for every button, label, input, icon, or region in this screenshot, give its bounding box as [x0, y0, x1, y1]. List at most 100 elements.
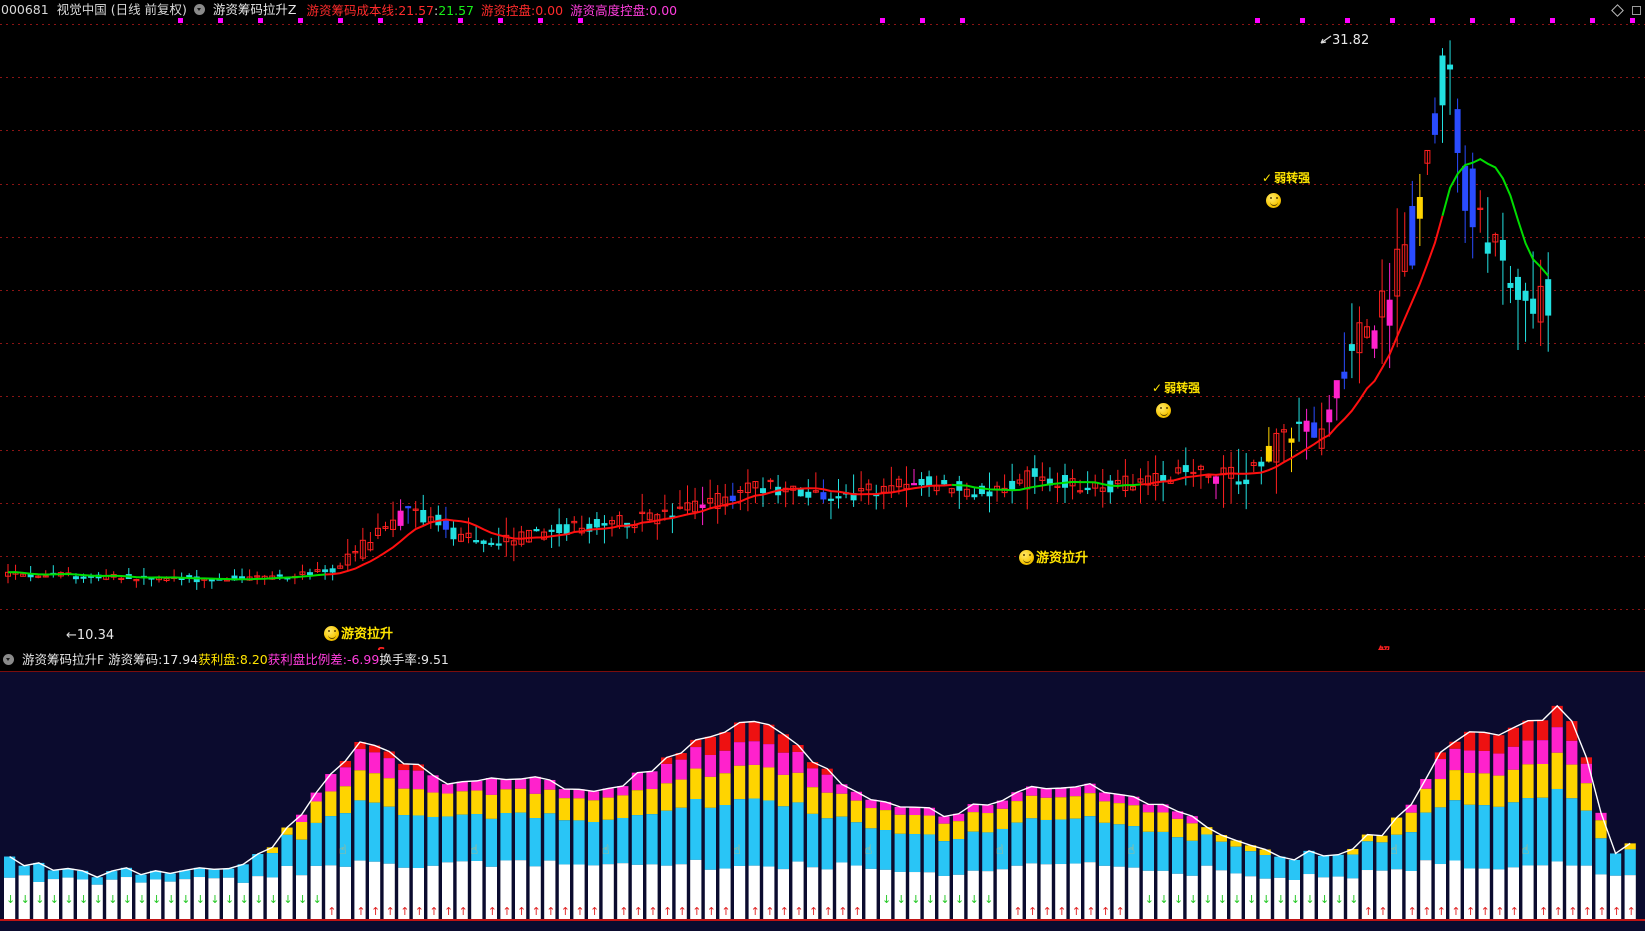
- hand-icon: ☝: [733, 843, 741, 858]
- chip-bar-segment: [588, 865, 600, 919]
- up-arrow-icon: ↑: [371, 905, 381, 918]
- chip-bar-segment: [1172, 873, 1184, 919]
- grid-line: [0, 556, 1645, 557]
- header-field-2-value: 0.00: [649, 2, 678, 18]
- chip-bar-segment: [339, 813, 351, 867]
- indicator-name-z[interactable]: 游资筹码拉升Z: [212, 2, 297, 17]
- annotation-pullup-1[interactable]: 游资拉升: [324, 623, 393, 642]
- candlestick-layer: [5, 40, 1552, 590]
- chip-bar-segment: [1128, 867, 1140, 919]
- up-arrow-icon: ↑: [1451, 905, 1461, 918]
- restore-icon[interactable]: [1611, 4, 1624, 17]
- chip-bar-segment: [529, 793, 541, 819]
- up-arrow-icon: ↑: [1363, 905, 1374, 918]
- grid-line: [0, 237, 1645, 238]
- price-chart-panel[interactable]: 31.82 ←10.34 游资拉升 游资拉升 ✓弱转强 ✓弱转强 S 解: [0, 17, 1645, 660]
- chip-bar-segment: [1522, 740, 1534, 765]
- chip-bar-segment: [1610, 875, 1622, 919]
- sub-field-0-label: 游资筹码:: [108, 651, 163, 667]
- window-controls[interactable]: [1607, 2, 1641, 19]
- chip-bar-segment: [1157, 804, 1169, 813]
- chip-bar-segment: [865, 799, 877, 809]
- candle-body: [359, 539, 366, 559]
- chip-bar-segment: [675, 807, 687, 865]
- chip-bar-segment: [412, 815, 424, 869]
- sub-field-1-label: 获利盘:: [198, 651, 240, 667]
- chip-bar-segment: [1580, 865, 1592, 919]
- check-icon: ✓: [1152, 381, 1163, 395]
- candle-body: [1348, 344, 1355, 351]
- chevron-down-icon-2[interactable]: [3, 654, 14, 665]
- chip-distribution-panel[interactable]: ↓ ↓ ↓ ↓ ↓ ↓ ↓ ↓ ↓ ↓ ↓ ↓ ↓ ↓ ↓ ↓ ↓ ↓ ↓ ↓ ↓ ↓ ↑ ☝ ↑ ↑ ↑ ↑ ↑ ↑ ↑ ↑ ☝ ↑ ↑ ↑ ↑ ↑ ↑ ↑…: [0, 672, 1645, 931]
- hand-icon: ☝: [1390, 843, 1398, 858]
- candle-body: [1401, 244, 1408, 272]
- chip-bar-segment: [631, 790, 643, 816]
- chip-bar-segment: [1011, 792, 1023, 802]
- chip-bar-segment: [617, 795, 629, 818]
- chip-bar-segment: [923, 815, 935, 835]
- down-arrow-icon: ↓: [210, 893, 220, 906]
- grid-line: [0, 450, 1645, 451]
- chevron-down-icon[interactable]: [193, 4, 205, 15]
- candle-body: [1114, 479, 1121, 485]
- chip-bar-segment: [938, 875, 950, 919]
- candle-body: [699, 504, 706, 509]
- chip-bar-segment: [1580, 783, 1592, 811]
- chip-bar-segment: [982, 871, 994, 919]
- period-label[interactable]: (日线 前复权): [110, 2, 187, 17]
- chip-bar-segment: [412, 770, 424, 790]
- down-arrow-icon: ↓: [20, 893, 30, 906]
- up-arrow-icon: ↑: [765, 905, 775, 918]
- chip-bar-segment: [1230, 846, 1242, 874]
- candle-body: [609, 520, 615, 525]
- candle-body: [390, 519, 397, 530]
- up-arrow-icon: ↑: [823, 905, 833, 918]
- chip-bar-segment: [982, 832, 994, 872]
- chip-bar-segment: [1566, 865, 1578, 919]
- candle-body: [1039, 476, 1046, 481]
- chip-bar-segment: [369, 773, 381, 803]
- chip-bar-segment: [1055, 819, 1067, 865]
- chip-bar-segment: [1522, 764, 1534, 799]
- chip-bar-segment: [529, 818, 541, 867]
- up-arrow-icon: ↑: [706, 905, 717, 918]
- annotation-weak-strong-1[interactable]: ✓ 弱转强: [1152, 377, 1200, 396]
- candle-body: [337, 565, 344, 569]
- up-arrow-icon: ↑: [400, 905, 410, 918]
- down-arrow-icon: ↓: [152, 893, 162, 906]
- chip-bar-segment: [807, 867, 819, 919]
- stock-name[interactable]: 视觉中国: [56, 2, 107, 17]
- chip-bar-segment: [690, 859, 702, 919]
- chip-bar-segment: [456, 781, 468, 792]
- magenta-dot: [1630, 18, 1635, 23]
- chip-bar-segment: [266, 853, 278, 878]
- up-arrow-icon: ↑: [487, 905, 498, 918]
- down-arrow-icon: ↓: [1203, 893, 1213, 906]
- chip-bar-segment: [515, 779, 527, 789]
- maximize-icon[interactable]: [1632, 6, 1641, 15]
- chip-bar-segment: [1580, 810, 1592, 866]
- chip-bar-segment: [471, 780, 483, 791]
- up-arrow-icon: ↑: [1553, 905, 1563, 918]
- magenta-dot: [578, 18, 583, 23]
- candle-body: [1258, 461, 1265, 467]
- candle-body: [541, 531, 548, 540]
- chip-bar-segment: [967, 870, 979, 919]
- stock-code[interactable]: 000681: [1, 2, 49, 17]
- chip-bar-segment: [1522, 720, 1534, 741]
- chip-bar-segment: [325, 816, 337, 866]
- up-arrow-icon: ↑: [1495, 905, 1505, 918]
- up-arrow-icon: ↑: [1422, 905, 1432, 918]
- candle-body: [1507, 282, 1514, 288]
- annotation-weak-strong-2[interactable]: ✓ 弱转强: [1262, 167, 1310, 186]
- chip-bar-segment: [120, 867, 132, 878]
- chip-bar-segment: [120, 877, 132, 919]
- grid-line: [0, 24, 1645, 25]
- annotation-pullup-2[interactable]: 游资拉升: [1019, 547, 1088, 566]
- chip-bar-segment: [47, 870, 59, 880]
- indicator-name-f[interactable]: 游资筹码拉升F: [21, 651, 105, 667]
- down-arrow-icon: ↓: [969, 893, 979, 906]
- chip-bar-segment: [383, 806, 395, 864]
- chip-bar-segment: [588, 791, 600, 801]
- magenta-dot: [1470, 18, 1475, 23]
